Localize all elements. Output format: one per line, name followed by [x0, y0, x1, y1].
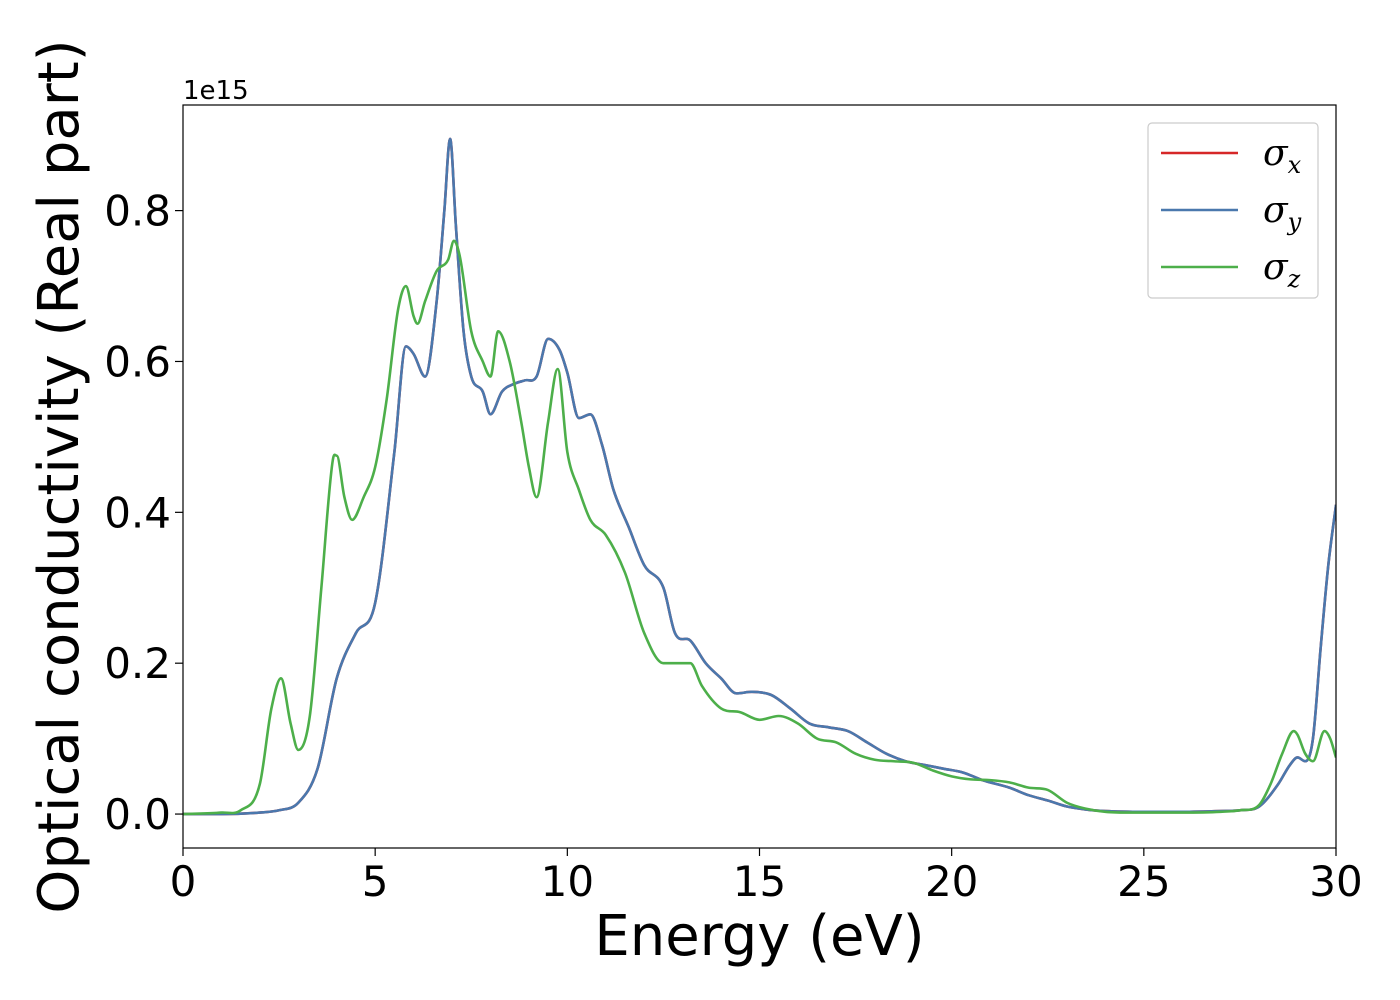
series-line-z [183, 239, 1336, 816]
y-axis-offset-label: 1e15 [183, 76, 249, 106]
y-tick-label: 0.4 [104, 488, 171, 537]
x-tick-label: 10 [541, 857, 594, 906]
x-tick-label: 15 [733, 857, 786, 906]
y-axis-label: Optical conductivity (Real part) [27, 39, 92, 913]
x-tick-label: 20 [925, 857, 978, 906]
x-tick-label: 30 [1309, 857, 1362, 906]
legend-label-x: σx [1263, 133, 1302, 179]
y-axis-ticks: 0.0 0.2 0.4 0.6 0.8 [104, 187, 183, 839]
y-tick-label: 0.6 [104, 337, 171, 386]
x-axis-ticks: 0 5 10 15 20 25 30 [170, 848, 1363, 906]
legend: σx σy σz [1147, 122, 1319, 299]
x-tick-label: 5 [362, 857, 389, 906]
y-tick-label: 0.0 [104, 790, 171, 839]
legend-label-z: σz [1263, 247, 1301, 293]
x-tick-label: 0 [170, 857, 197, 906]
plot-lines [183, 137, 1336, 816]
x-tick-label: 25 [1117, 857, 1170, 906]
x-axis-label: Energy (eV) [594, 904, 924, 969]
legend-label-y: σy [1263, 190, 1302, 236]
y-tick-label: 0.8 [104, 187, 171, 236]
y-tick-label: 0.2 [104, 639, 171, 688]
